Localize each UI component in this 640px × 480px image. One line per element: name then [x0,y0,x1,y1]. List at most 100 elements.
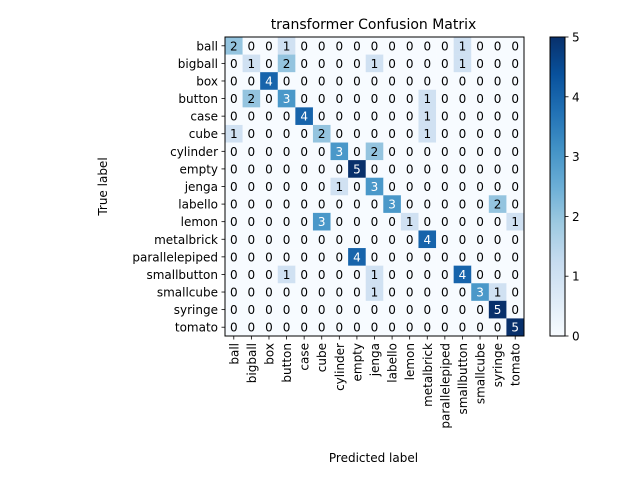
heatmap-cell [295,265,314,284]
heatmap-cell [365,195,384,214]
y-axis-ticks: ball bigball box button case cube cylinder empt… [132,39,225,335]
heatmap-cell [260,142,279,161]
heatmap-cell [330,124,349,143]
heatmap-cell [295,212,314,231]
heatmap-cell [418,177,437,196]
heatmap-cell [365,300,384,319]
cell-value-label: 0 [248,110,256,124]
heatmap-cell [277,107,296,126]
cell-value-label: 0 [318,250,326,264]
heatmap-cell [260,107,279,126]
heatmap-cell [383,265,402,284]
cell-value-label: 0 [318,162,326,176]
heatmap-cell [383,212,402,231]
heatmap-cell [471,124,490,143]
cell-value-label: 1 [423,127,431,141]
heatmap-cell [400,107,419,126]
cell-value-label: 0 [283,250,291,264]
cell-value-label: 0 [283,145,291,159]
heatmap-cell [471,72,490,91]
cell-value-label: 5 [494,303,502,317]
heatmap-cell [242,124,261,143]
cell-value-label: 0 [265,250,273,264]
heatmap-cell [295,54,314,73]
colorbar-ticks: 0 1 2 3 4 5 [565,31,580,344]
heatmap-cell [400,54,419,73]
cell-value-label: 0 [353,110,361,124]
heatmap-cell [312,160,331,179]
heatmap-cell [383,37,402,55]
colorbar-tick-label: 4 [572,90,580,104]
x-tick-label: metalbrick [421,343,435,407]
colorbar-tick-label: 5 [572,31,580,45]
cell-value-label: 0 [511,145,519,159]
cell-value-label: 0 [441,92,449,106]
cell-value-label: 0 [441,162,449,176]
heatmap-cell [383,72,402,91]
heatmap-cell [365,265,384,284]
heatmap-cell [383,160,402,179]
y-tick-label: syringe [174,303,218,317]
cell-value-label: 1 [459,57,467,71]
cell-value-label: 0 [511,74,519,88]
heatmap-cell [436,248,454,266]
heatmap-cell [488,142,507,161]
cell-value-label: 0 [230,110,238,124]
heatmap-cell [225,142,243,161]
heatmap-cell [488,89,507,108]
cell-value-label: 1 [423,92,431,106]
x-tick-label: labello [386,343,400,383]
cell-value-label: 0 [406,127,414,141]
heatmap-cell [295,300,314,319]
heatmap-cell [295,72,314,91]
cell-value-label: 0 [318,39,326,53]
cell-value-label: 0 [511,127,519,141]
heatmap-cell [488,300,507,319]
cell-value-label: 0 [318,145,326,159]
heatmap-cell [453,248,472,266]
heatmap-cell [471,300,490,319]
cell-value-label: 0 [300,162,308,176]
cell-value-label: 4 [423,233,431,247]
x-tick-label: parallelepiped [438,343,452,429]
heatmap-cell [365,37,384,55]
heatmap-cell [312,248,331,266]
heatmap-cell [488,160,507,179]
cell-value-label: 0 [388,286,396,300]
heatmap-cell [400,248,419,266]
heatmap-cell [436,265,454,284]
heatmap-cell [506,265,525,284]
heatmap-cell [418,283,437,302]
cell-value-label: 0 [283,180,291,194]
cell-value-label: 0 [248,250,256,264]
heatmap-cell [506,89,525,108]
cell-value-label: 0 [441,110,449,124]
cell-value-label: 0 [476,110,484,124]
heatmap-cell [225,318,243,337]
cell-value-label: 0 [283,198,291,212]
cell-value-label: 0 [441,268,449,282]
heatmap-cell [365,248,384,266]
x-tick-label: tomato [509,343,523,386]
x-tick-label: button [280,343,294,383]
cell-value-label: 0 [476,39,484,53]
cell-value-label: 0 [423,198,431,212]
cell-value-label: 0 [511,198,519,212]
cell-value-label: 0 [459,92,467,106]
colorbar [549,36,566,337]
cell-value-label: 0 [335,198,343,212]
heatmap-cell [277,37,296,55]
cell-value-label: 0 [441,215,449,229]
cell-value-label: 1 [371,268,379,282]
cell-value-label: 0 [230,74,238,88]
heatmap-cell [312,124,331,143]
heatmap-cell [225,195,243,214]
cell-value-label: 0 [388,180,396,194]
heatmap-cell [348,54,367,73]
heatmap-cell [312,265,331,284]
heatmap-cell [277,160,296,179]
cell-value-label: 0 [230,321,238,335]
heatmap-cell [383,300,402,319]
heatmap-cell [436,89,454,108]
heatmap-cell [295,195,314,214]
